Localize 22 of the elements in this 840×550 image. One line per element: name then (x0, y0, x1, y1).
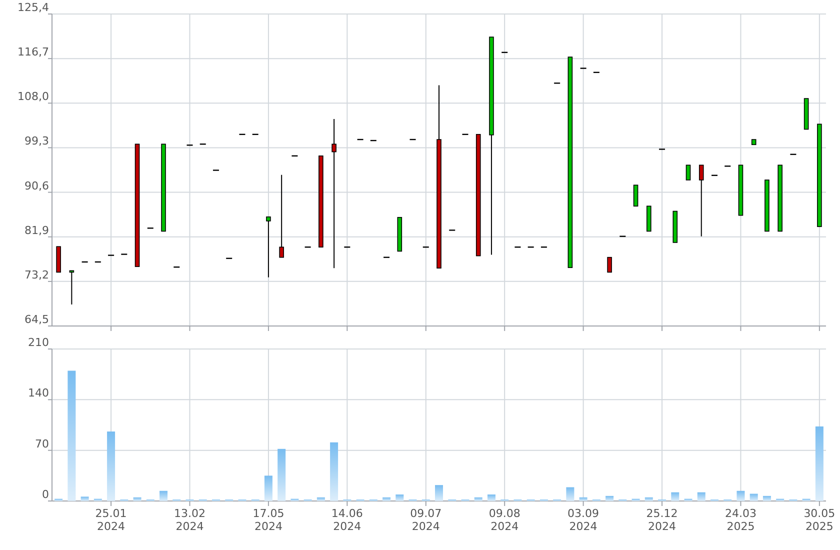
x-tick-label: 25.12 2024 (646, 507, 678, 533)
x-tick-label: 25.01 2024 (95, 507, 127, 533)
y-tick-label: 108,0 (18, 90, 49, 104)
y-tick-label: 70 (35, 437, 49, 450)
x-tick-label: 03.09 2024 (568, 507, 600, 533)
x-tick-label: 09.08 2024 (488, 507, 520, 533)
y-tick-label: 210 (28, 336, 49, 349)
y-tick-label: 81,9 (24, 224, 49, 237)
x-tick-label: 09.07 2024 (410, 507, 442, 533)
x-tick-label: 30.05 2025 (804, 507, 836, 533)
y-tick-label: 73,2 (24, 268, 49, 282)
y-tick-label: 90,6 (24, 179, 49, 192)
y-tick-label: 125,4 (18, 1, 49, 14)
x-tick-label: 17.05 2024 (252, 507, 284, 533)
x-tick-label: 24.03 2025 (724, 507, 756, 533)
y-tick-label: 64,5 (24, 313, 49, 326)
y-tick-label: 99,3 (24, 134, 49, 148)
x-tick-label: 13.02 2024 (174, 507, 206, 533)
y-tick-label: 140 (28, 386, 49, 400)
y-tick-label: 116,7 (18, 46, 49, 59)
y-tick-label: 0 (42, 488, 49, 501)
x-tick-label: 14.06 2024 (331, 507, 363, 533)
